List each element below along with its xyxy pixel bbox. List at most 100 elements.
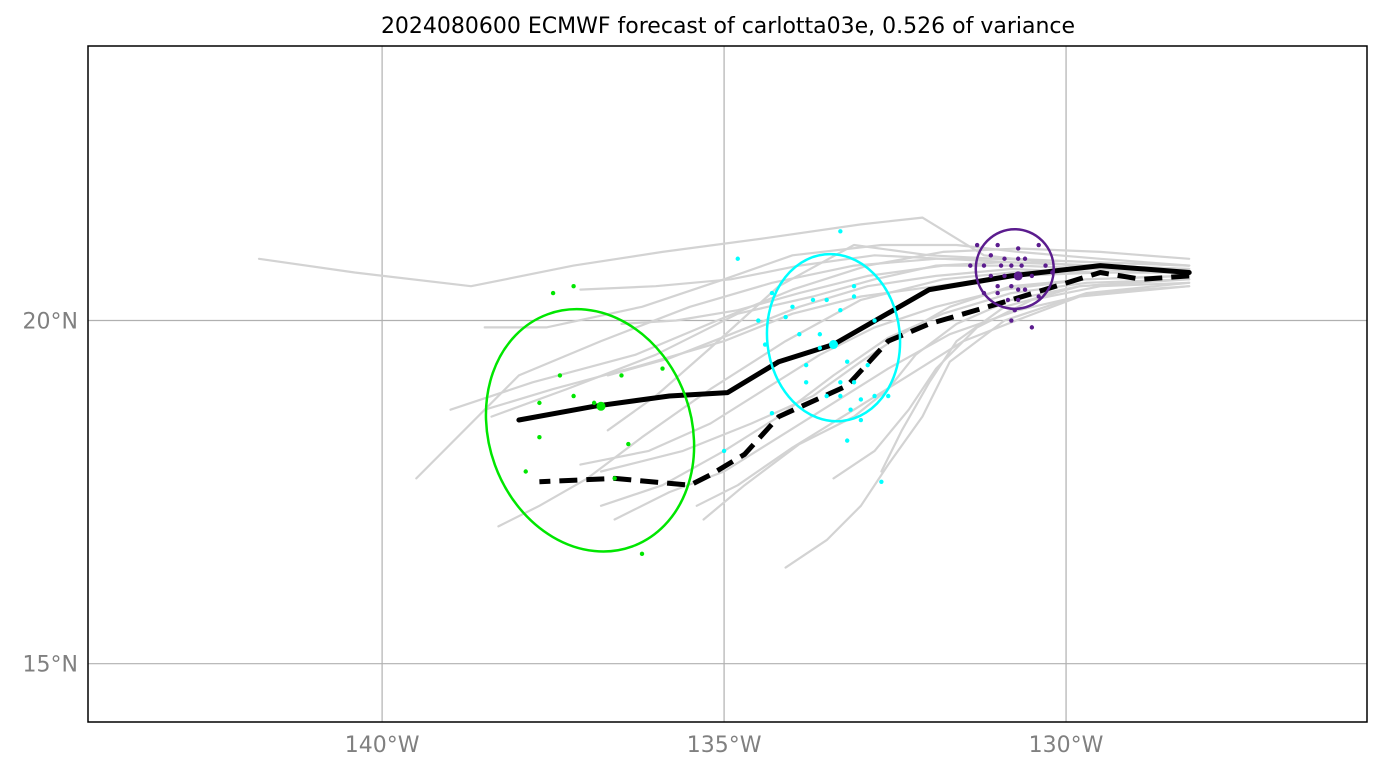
ensemble-member-track	[257, 216, 1184, 288]
ensemble-member-track	[880, 278, 1184, 473]
cluster-ellipse	[484, 307, 696, 553]
member-position-dot	[537, 434, 542, 440]
member-position-dot	[1015, 246, 1021, 251]
ensemble-member-track	[579, 254, 1191, 291]
member-position-dot	[995, 290, 1000, 296]
member-position-dot	[537, 400, 542, 406]
cluster-layer	[484, 227, 1055, 557]
member-position-dot	[844, 359, 850, 364]
ensemble-member-track	[579, 274, 1191, 466]
axis-tick-labels: 140°W 135°W 130°W 20°N 15°N	[23, 310, 1104, 758]
member-position-dot	[872, 393, 877, 399]
member-position-dot	[1015, 287, 1021, 292]
ensemble-member-track	[695, 285, 1191, 507]
member-position-dot	[838, 308, 843, 313]
member-position-dot	[838, 380, 843, 385]
ensemble-member-track	[784, 281, 1191, 569]
member-position-dot	[995, 284, 1000, 289]
member-position-dot	[571, 393, 576, 399]
ensemble-member-track	[483, 243, 1191, 329]
member-position-dot	[1002, 273, 1007, 279]
mean-track	[516, 263, 1192, 423]
member-position-dot	[879, 479, 884, 484]
member-position-dot	[1029, 273, 1035, 279]
member-position-dot	[769, 410, 775, 416]
member-position-dot	[790, 304, 795, 309]
member-position-dot	[1029, 325, 1035, 330]
cluster-centroid-dot	[596, 401, 606, 411]
ensemble-member-track	[449, 247, 1191, 411]
member-position-dot	[1012, 308, 1017, 313]
member-position-dot	[988, 273, 994, 279]
member-position-dot	[639, 551, 645, 557]
member-position-dot	[1005, 297, 1011, 303]
member-position-dot	[591, 400, 597, 406]
member-position-dot	[988, 253, 994, 258]
member-position-dot	[817, 332, 823, 337]
member-position-dot	[1022, 256, 1028, 261]
member-position-dot	[981, 290, 987, 296]
member-position-dot	[769, 290, 775, 296]
chart-title: 2024080600 ECMWF forecast of carlotta03e…	[381, 14, 1075, 39]
member-position-dot	[886, 393, 891, 399]
ensemble-member-track	[832, 281, 1191, 480]
member-position-dot	[1043, 263, 1048, 268]
member-position-dot	[810, 297, 816, 303]
member-position-dot	[797, 332, 802, 337]
member-position-dot	[550, 290, 556, 296]
member-position-dot	[523, 469, 528, 474]
member-position-dot	[838, 393, 843, 399]
member-position-dot	[619, 373, 624, 378]
member-position-dot	[803, 362, 809, 368]
cluster-ellipse	[765, 252, 902, 423]
member-position-dot	[851, 380, 857, 385]
x-tick-label: 130°W	[1029, 733, 1104, 758]
x-tick-label: 140°W	[345, 733, 420, 758]
member-position-dot	[762, 342, 768, 347]
member-position-dot	[865, 362, 870, 368]
member-position-dot	[1022, 287, 1028, 292]
member-position-dot	[824, 393, 829, 399]
member-position-dot	[1009, 284, 1014, 289]
member-position-dot	[998, 263, 1004, 268]
y-tick-label: 15°N	[23, 653, 78, 678]
member-position-dot	[844, 438, 850, 443]
member-position-dot	[851, 294, 857, 299]
member-position-dot	[1050, 270, 1055, 275]
track-layer	[257, 216, 1192, 569]
cluster-centroid-dot	[829, 340, 839, 350]
member-position-dot	[1019, 263, 1024, 268]
member-position-dot	[1002, 256, 1007, 261]
member-position-dot	[838, 229, 843, 234]
member-position-dot	[1009, 263, 1014, 268]
ensemble-member-track	[613, 285, 1191, 521]
member-position-dot	[974, 242, 980, 248]
member-position-dot	[557, 373, 563, 378]
member-position-dot	[721, 448, 727, 454]
dashed-track	[539, 270, 1190, 488]
y-tick-label: 20°N	[23, 310, 78, 335]
member-position-dot	[851, 284, 857, 289]
x-tick-label: 135°W	[687, 733, 762, 758]
member-position-dot	[756, 318, 761, 323]
cluster-centroid-dot	[1013, 271, 1023, 281]
member-position-dot	[783, 314, 788, 320]
ensemble-member-track	[599, 274, 1184, 473]
member-position-dot	[1009, 318, 1014, 323]
member-position-dot	[1015, 297, 1021, 303]
member-position-dot	[571, 284, 576, 289]
member-position-dot	[735, 256, 740, 261]
member-position-dot	[660, 366, 665, 371]
plot-frame	[87, 45, 1368, 723]
member-position-dot	[995, 242, 1000, 248]
grid-lines	[88, 46, 1367, 722]
member-position-dot	[824, 297, 829, 303]
member-position-dot	[1015, 256, 1021, 261]
member-position-dot	[848, 407, 853, 412]
member-position-dot	[858, 397, 864, 402]
member-position-dot	[858, 417, 864, 423]
member-position-dot	[803, 380, 809, 385]
member-position-dot	[817, 345, 823, 351]
member-position-dot	[872, 318, 877, 323]
